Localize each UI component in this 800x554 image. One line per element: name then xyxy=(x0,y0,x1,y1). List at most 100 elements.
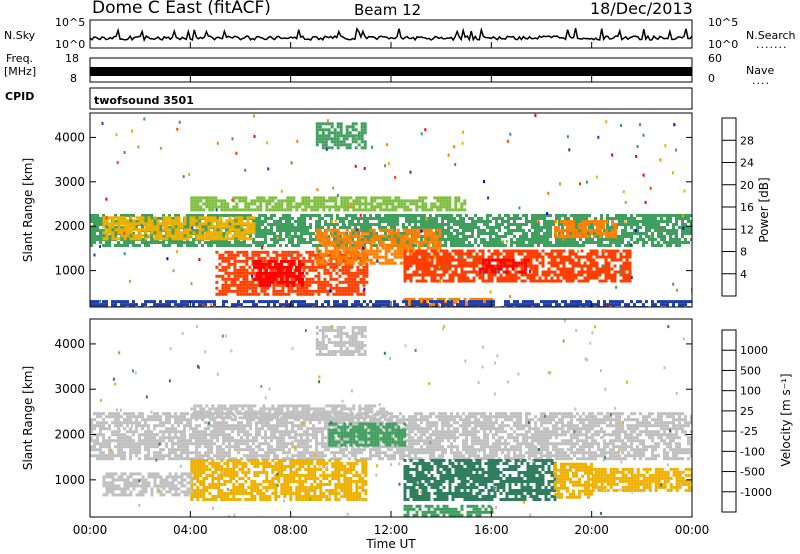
heatmap-cell xyxy=(525,238,528,241)
heatmap-cell xyxy=(257,292,261,296)
heatmap-cell xyxy=(318,258,322,262)
heatmap-cell xyxy=(609,217,612,220)
heatmap-cell xyxy=(357,261,361,265)
heatmap-cell xyxy=(257,268,261,272)
heatmap-cell xyxy=(442,264,446,268)
heatmap-cell xyxy=(330,214,333,217)
heatmap-cell xyxy=(237,241,240,244)
heatmap-cell xyxy=(621,232,624,235)
heatmap-cell xyxy=(454,300,458,304)
heatmap-cell xyxy=(135,303,138,307)
heatmap-cell xyxy=(211,196,215,200)
heatmap-cell xyxy=(444,223,447,226)
heatmap-speck xyxy=(649,235,652,238)
heatmap-cell xyxy=(601,255,605,259)
heatmap-cell xyxy=(333,137,337,141)
heatmap-cell xyxy=(499,276,503,280)
heatmap-cell xyxy=(93,442,96,446)
heatmap-cell xyxy=(387,237,391,241)
heatmap-cell xyxy=(318,220,321,223)
heatmap-cell xyxy=(268,277,271,281)
heatmap-cell xyxy=(262,280,265,284)
heatmap-cell xyxy=(336,228,340,232)
heatmap-cell xyxy=(348,214,351,217)
heatmap-cell xyxy=(417,246,421,250)
heatmap-cell xyxy=(607,267,611,271)
heatmap-cell xyxy=(396,231,400,235)
heatmap-cell xyxy=(556,279,560,283)
heatmap-cell xyxy=(399,234,403,238)
heatmap-cell xyxy=(496,249,500,253)
heatmap-cell xyxy=(499,264,503,268)
heatmap-cell xyxy=(396,220,399,223)
heatmap-cell xyxy=(332,268,336,272)
heatmap-cell xyxy=(648,229,651,232)
heatmap-cell xyxy=(246,231,250,235)
heatmap-cell xyxy=(414,220,417,223)
heatmap-cell xyxy=(357,252,361,256)
heatmap-cell xyxy=(663,220,666,223)
heatmap-cell xyxy=(246,300,249,304)
heatmap-cell xyxy=(684,229,687,232)
heatmap-cell xyxy=(294,244,297,247)
heatmap-cell xyxy=(93,235,96,238)
heatmap-cell xyxy=(690,300,692,304)
heatmap-cell xyxy=(201,216,205,220)
heatmap-cell xyxy=(447,229,450,232)
heatmap-cell xyxy=(619,273,623,277)
heatmap-cell xyxy=(201,228,205,232)
heatmap-speck xyxy=(577,249,580,253)
heatmap-cell xyxy=(269,256,273,260)
heatmap-cell xyxy=(369,214,372,217)
heatmap-cell xyxy=(123,225,127,229)
heatmap-cell xyxy=(553,249,557,253)
heatmap-cell xyxy=(258,244,261,247)
heatmap-cell xyxy=(351,122,355,126)
heatmap-cell xyxy=(233,274,237,278)
heatmap-cell xyxy=(347,289,351,293)
heatmap-cell xyxy=(156,241,159,244)
heatmap-cell xyxy=(221,268,225,272)
heatmap-cell xyxy=(420,303,423,307)
heatmap-cell xyxy=(245,292,249,296)
heatmap-speck xyxy=(384,164,387,168)
heatmap-cell xyxy=(120,231,124,235)
heatmap-cell xyxy=(493,270,497,274)
heatmap-cell xyxy=(186,241,189,244)
heatmap-cell xyxy=(565,276,569,280)
heatmap-cell xyxy=(622,264,626,268)
heatmap-cell xyxy=(192,300,195,304)
heatmap-cell xyxy=(132,241,135,244)
heatmap-cell xyxy=(651,223,654,226)
heatmap-cell xyxy=(362,283,366,287)
heatmap-cell xyxy=(451,249,455,253)
heatmap-cell xyxy=(579,238,582,241)
heatmap-cell xyxy=(353,271,357,275)
heatmap-cell xyxy=(612,217,615,220)
heatmap-cell xyxy=(390,252,394,256)
heatmap-cell xyxy=(423,223,426,226)
heatmap-cell xyxy=(364,202,368,206)
heatmap-cell xyxy=(264,232,267,235)
heatmap-cell xyxy=(463,270,467,274)
heatmap-cell xyxy=(409,261,413,265)
heatmap-cell xyxy=(618,223,621,226)
heatmap-cell xyxy=(204,231,208,235)
heatmap-cell xyxy=(347,268,351,272)
heatmap-cell xyxy=(336,240,340,244)
heatmap-cell xyxy=(292,283,295,287)
heatmap-cell xyxy=(102,421,105,425)
heatmap-cell xyxy=(645,235,648,238)
heatmap-cell xyxy=(289,280,292,284)
heatmap-cell xyxy=(568,267,572,271)
heatmap-cell xyxy=(102,412,105,416)
heatmap-cell xyxy=(550,279,554,283)
heatmap-cell xyxy=(126,222,130,226)
heatmap-cell xyxy=(412,273,416,277)
heatmap-cell xyxy=(552,220,555,223)
heatmap-cell xyxy=(528,244,531,247)
heatmap-cell xyxy=(460,249,464,253)
heatmap-cell xyxy=(286,283,289,287)
heatmap-cell xyxy=(138,219,142,223)
heatmap-cell xyxy=(477,244,480,247)
